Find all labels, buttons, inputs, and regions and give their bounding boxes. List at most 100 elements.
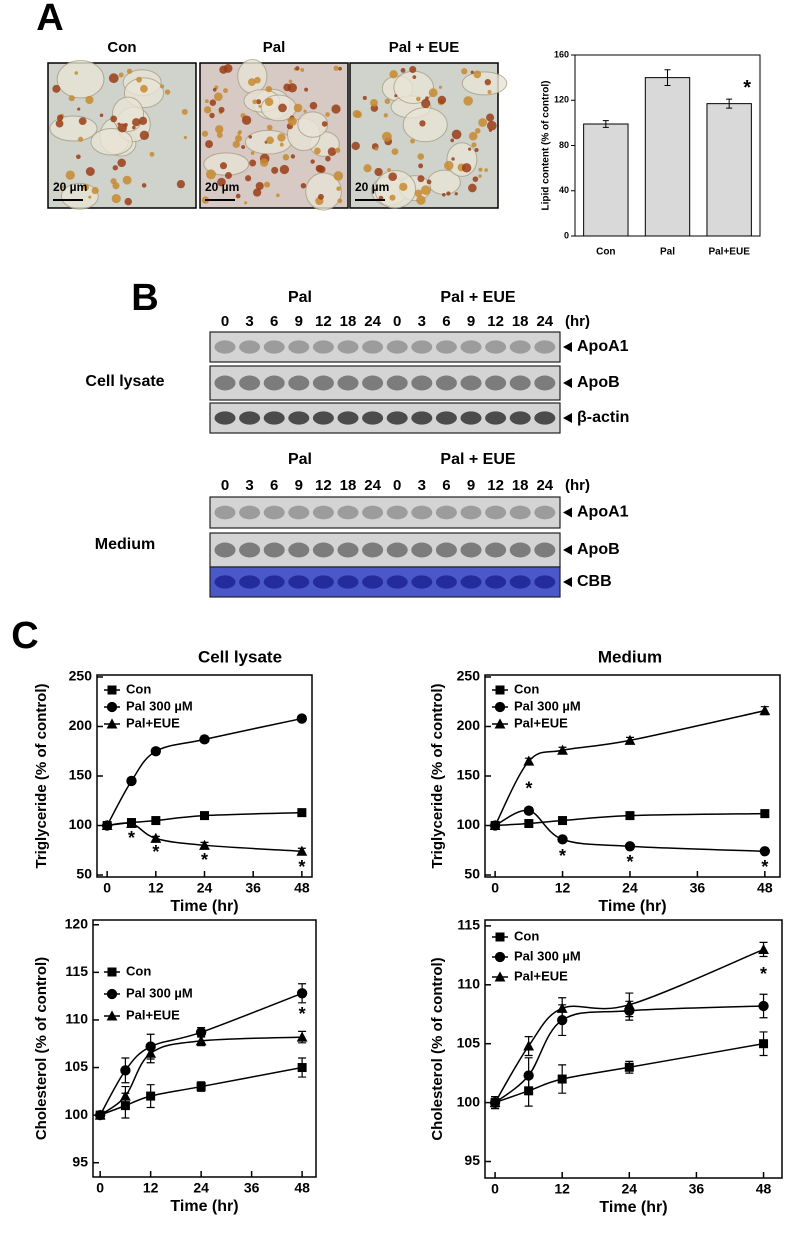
lane-label: 6 (270, 477, 278, 494)
lipid-droplet (421, 98, 431, 109)
marker (296, 845, 308, 856)
lane-label: 12 (315, 477, 332, 494)
blot-band (534, 505, 556, 520)
marker (557, 834, 568, 845)
lipid-droplet (468, 147, 472, 151)
lipid-droplet (471, 142, 477, 148)
lipid-droplet (78, 136, 84, 142)
annotation: * (760, 964, 767, 984)
lane-label: 3 (245, 477, 253, 494)
annotation: * (559, 846, 566, 866)
marker (151, 816, 161, 826)
blot-strip (209, 566, 561, 598)
lipid-droplet (321, 121, 328, 127)
blot-band (214, 542, 236, 558)
x-tick-label: Con (596, 247, 615, 258)
blot-header: Pal (288, 451, 312, 468)
y-tick-label: 105 (65, 1058, 89, 1074)
lipid-droplet (391, 148, 399, 156)
y-tick-label: 115 (457, 917, 480, 933)
x-axis-label: Time (hr) (598, 898, 666, 915)
blot-band (386, 505, 408, 520)
blot-band (485, 375, 507, 391)
lipid-droplet (217, 177, 226, 187)
lipid-droplet (484, 78, 492, 86)
blot-band (239, 411, 261, 425)
marker (523, 1070, 534, 1081)
lipid-droplet (438, 85, 443, 89)
lipid-droplet (277, 133, 286, 142)
blot-band (288, 542, 310, 558)
lipid-droplet (300, 182, 307, 189)
lipid-droplet (232, 140, 240, 148)
lipid-droplet (450, 138, 455, 143)
x-tick-label: 36 (244, 1180, 260, 1196)
lipid-droplet (314, 147, 321, 155)
blot-group-label: Cell lysate (85, 373, 164, 390)
lipid-droplet (255, 182, 264, 191)
lipid-droplet (484, 168, 488, 172)
plot-frame (484, 919, 783, 1179)
lipid-droplet (419, 120, 426, 127)
legend-label: Con (514, 681, 539, 696)
blot-band (460, 542, 482, 558)
marker (557, 1074, 567, 1084)
lipid-droplet (88, 195, 92, 199)
lipid-droplet (337, 198, 343, 204)
cell (90, 128, 133, 156)
cell (461, 71, 508, 96)
lipid-droplet (295, 66, 300, 71)
blot-band (509, 505, 531, 520)
legend-label: Pal 300 µM (514, 698, 581, 713)
blot-band (485, 505, 507, 520)
blot-band (435, 505, 457, 520)
x-tick-label: 12 (555, 880, 571, 896)
legend-label: Pal 300 µM (514, 948, 581, 963)
lipid-droplet (374, 146, 379, 151)
lipid-droplet (176, 180, 186, 189)
cell (56, 60, 105, 99)
lipid-droplet (136, 76, 143, 83)
blot-band (460, 411, 482, 425)
annotation: * (201, 850, 208, 870)
blot-band (312, 542, 334, 558)
lipid-droplet (325, 155, 331, 162)
marker (94, 1109, 106, 1120)
lipid-droplet (451, 129, 462, 140)
lipid-droplet (478, 167, 483, 172)
blot-row-label: CBB (577, 573, 612, 590)
cell (49, 115, 98, 142)
lipid-droplet (91, 186, 99, 195)
y-tick-label: 150 (457, 767, 481, 783)
y-tick-label: 40 (559, 185, 569, 195)
lipid-droplet (388, 172, 398, 182)
lipid-droplet (318, 193, 324, 200)
lipid-droplet (316, 164, 325, 173)
lipid-droplet (209, 99, 217, 106)
panel-label: A (36, 0, 63, 39)
blot-band (435, 575, 457, 589)
lipid-droplet (383, 113, 388, 118)
x-axis-label: Time (hr) (170, 898, 238, 915)
x-tick-label: 36 (245, 880, 261, 896)
x-tick-label: 48 (757, 880, 773, 896)
blot-band (509, 340, 531, 354)
lane-label: 9 (467, 313, 475, 330)
blot-strip (209, 402, 561, 434)
lipid-droplet (132, 118, 141, 127)
y-tick-label: 115 (65, 963, 88, 979)
marker (200, 811, 209, 821)
lipid-droplet (244, 201, 248, 205)
blot-band (263, 375, 285, 391)
lipid-droplet (418, 163, 424, 169)
marker (196, 1082, 206, 1092)
bar (706, 103, 752, 237)
lipid-droplet (117, 158, 126, 168)
blot-band (534, 542, 556, 558)
lipid-droplet (112, 182, 120, 190)
lipid-droplet (52, 84, 61, 93)
x-tick-label: 24 (622, 1181, 638, 1197)
x-tick-label: 0 (96, 1180, 104, 1196)
x-tick-label: Pal+EUE (708, 247, 750, 258)
lipid-droplet (470, 70, 474, 74)
